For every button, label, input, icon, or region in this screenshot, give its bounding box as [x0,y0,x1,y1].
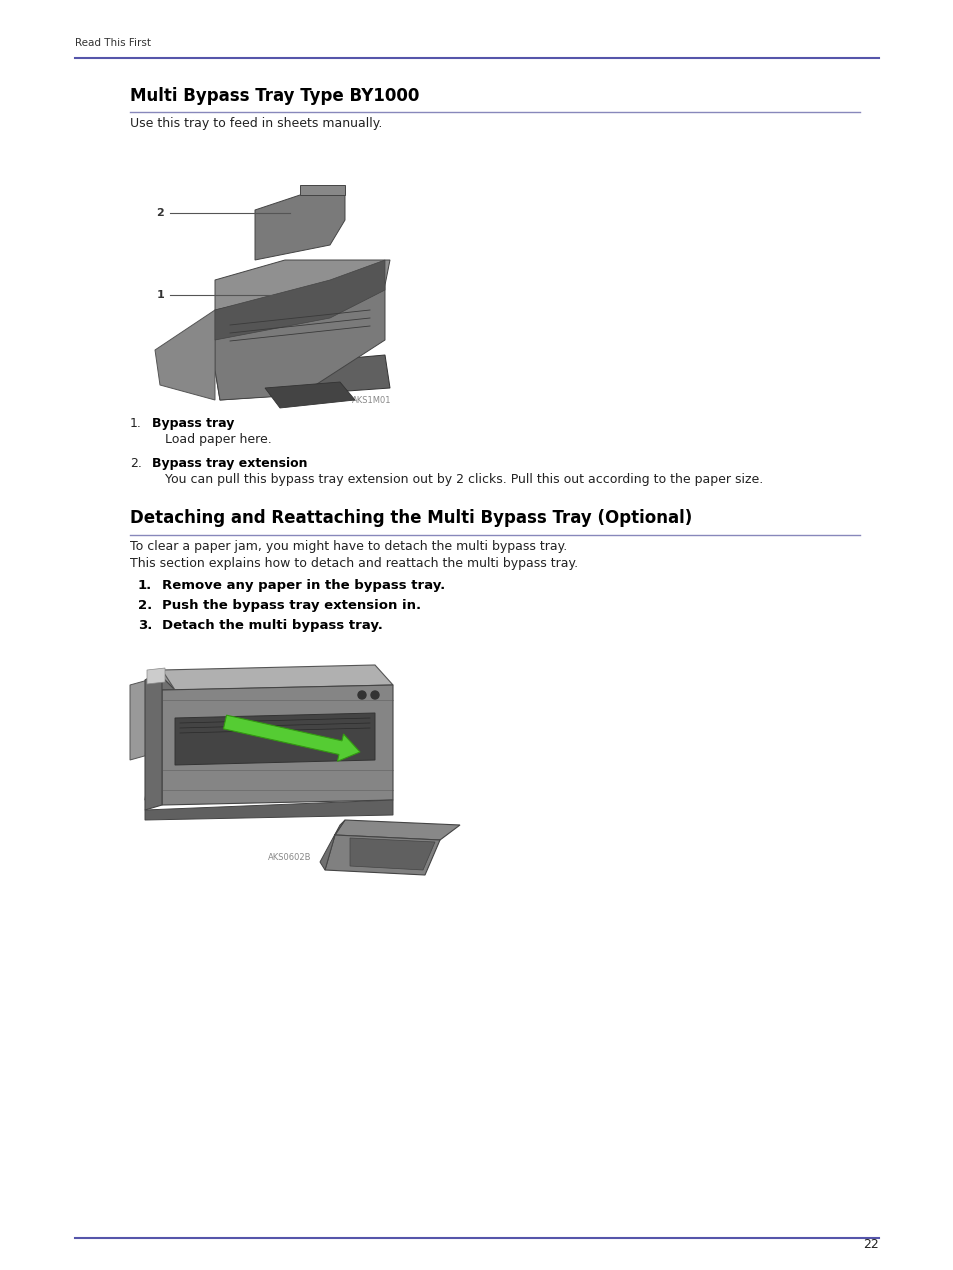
Polygon shape [145,671,162,810]
Text: AKS0602B: AKS0602B [268,853,312,862]
Text: Load paper here.: Load paper here. [165,433,272,446]
Text: Read This First: Read This First [75,38,151,48]
Polygon shape [350,838,435,870]
Polygon shape [147,668,165,685]
Polygon shape [145,674,174,800]
Polygon shape [325,834,439,875]
Polygon shape [162,685,393,805]
Circle shape [357,691,366,698]
Text: 22: 22 [862,1238,878,1251]
Polygon shape [145,800,393,820]
Polygon shape [254,196,345,260]
Polygon shape [335,820,459,839]
Text: To clear a paper jam, you might have to detach the multi bypass tray.: To clear a paper jam, you might have to … [130,540,567,552]
Text: Multi Bypass Tray Type BY1000: Multi Bypass Tray Type BY1000 [130,88,419,105]
Text: Use this tray to feed in sheets manually.: Use this tray to feed in sheets manually… [130,117,382,130]
Polygon shape [214,356,390,400]
Text: 1.: 1. [130,417,142,431]
Polygon shape [214,284,385,400]
Text: Bypass tray: Bypass tray [152,417,234,431]
Polygon shape [160,685,390,800]
Polygon shape [214,260,390,310]
Text: AKS1M01: AKS1M01 [352,396,392,405]
Text: This section explains how to detach and reattach the multi bypass tray.: This section explains how to detach and … [130,558,578,570]
Text: 2.: 2. [138,599,152,612]
Polygon shape [265,382,355,408]
Polygon shape [162,665,393,690]
Polygon shape [130,679,148,759]
Polygon shape [214,260,385,340]
Text: 3.: 3. [138,618,152,632]
Text: Detach the multi bypass tray.: Detach the multi bypass tray. [162,618,382,632]
Text: Bypass tray extension: Bypass tray extension [152,457,307,470]
Text: Push the bypass tray extension in.: Push the bypass tray extension in. [162,599,420,612]
Polygon shape [223,715,359,761]
Circle shape [371,691,378,698]
Text: Detaching and Reattaching the Multi Bypass Tray (Optional): Detaching and Reattaching the Multi Bypa… [130,509,692,527]
Text: 1: 1 [156,290,164,300]
Polygon shape [299,185,345,196]
Text: 2: 2 [156,208,164,218]
Polygon shape [319,820,345,870]
Text: 2.: 2. [130,457,142,470]
Text: 1.: 1. [138,579,152,592]
Text: Remove any paper in the bypass tray.: Remove any paper in the bypass tray. [162,579,445,592]
Polygon shape [174,712,375,765]
Text: You can pull this bypass tray extension out by 2 clicks. Pull this out according: You can pull this bypass tray extension … [165,472,762,486]
Polygon shape [160,671,390,690]
Polygon shape [154,310,214,400]
